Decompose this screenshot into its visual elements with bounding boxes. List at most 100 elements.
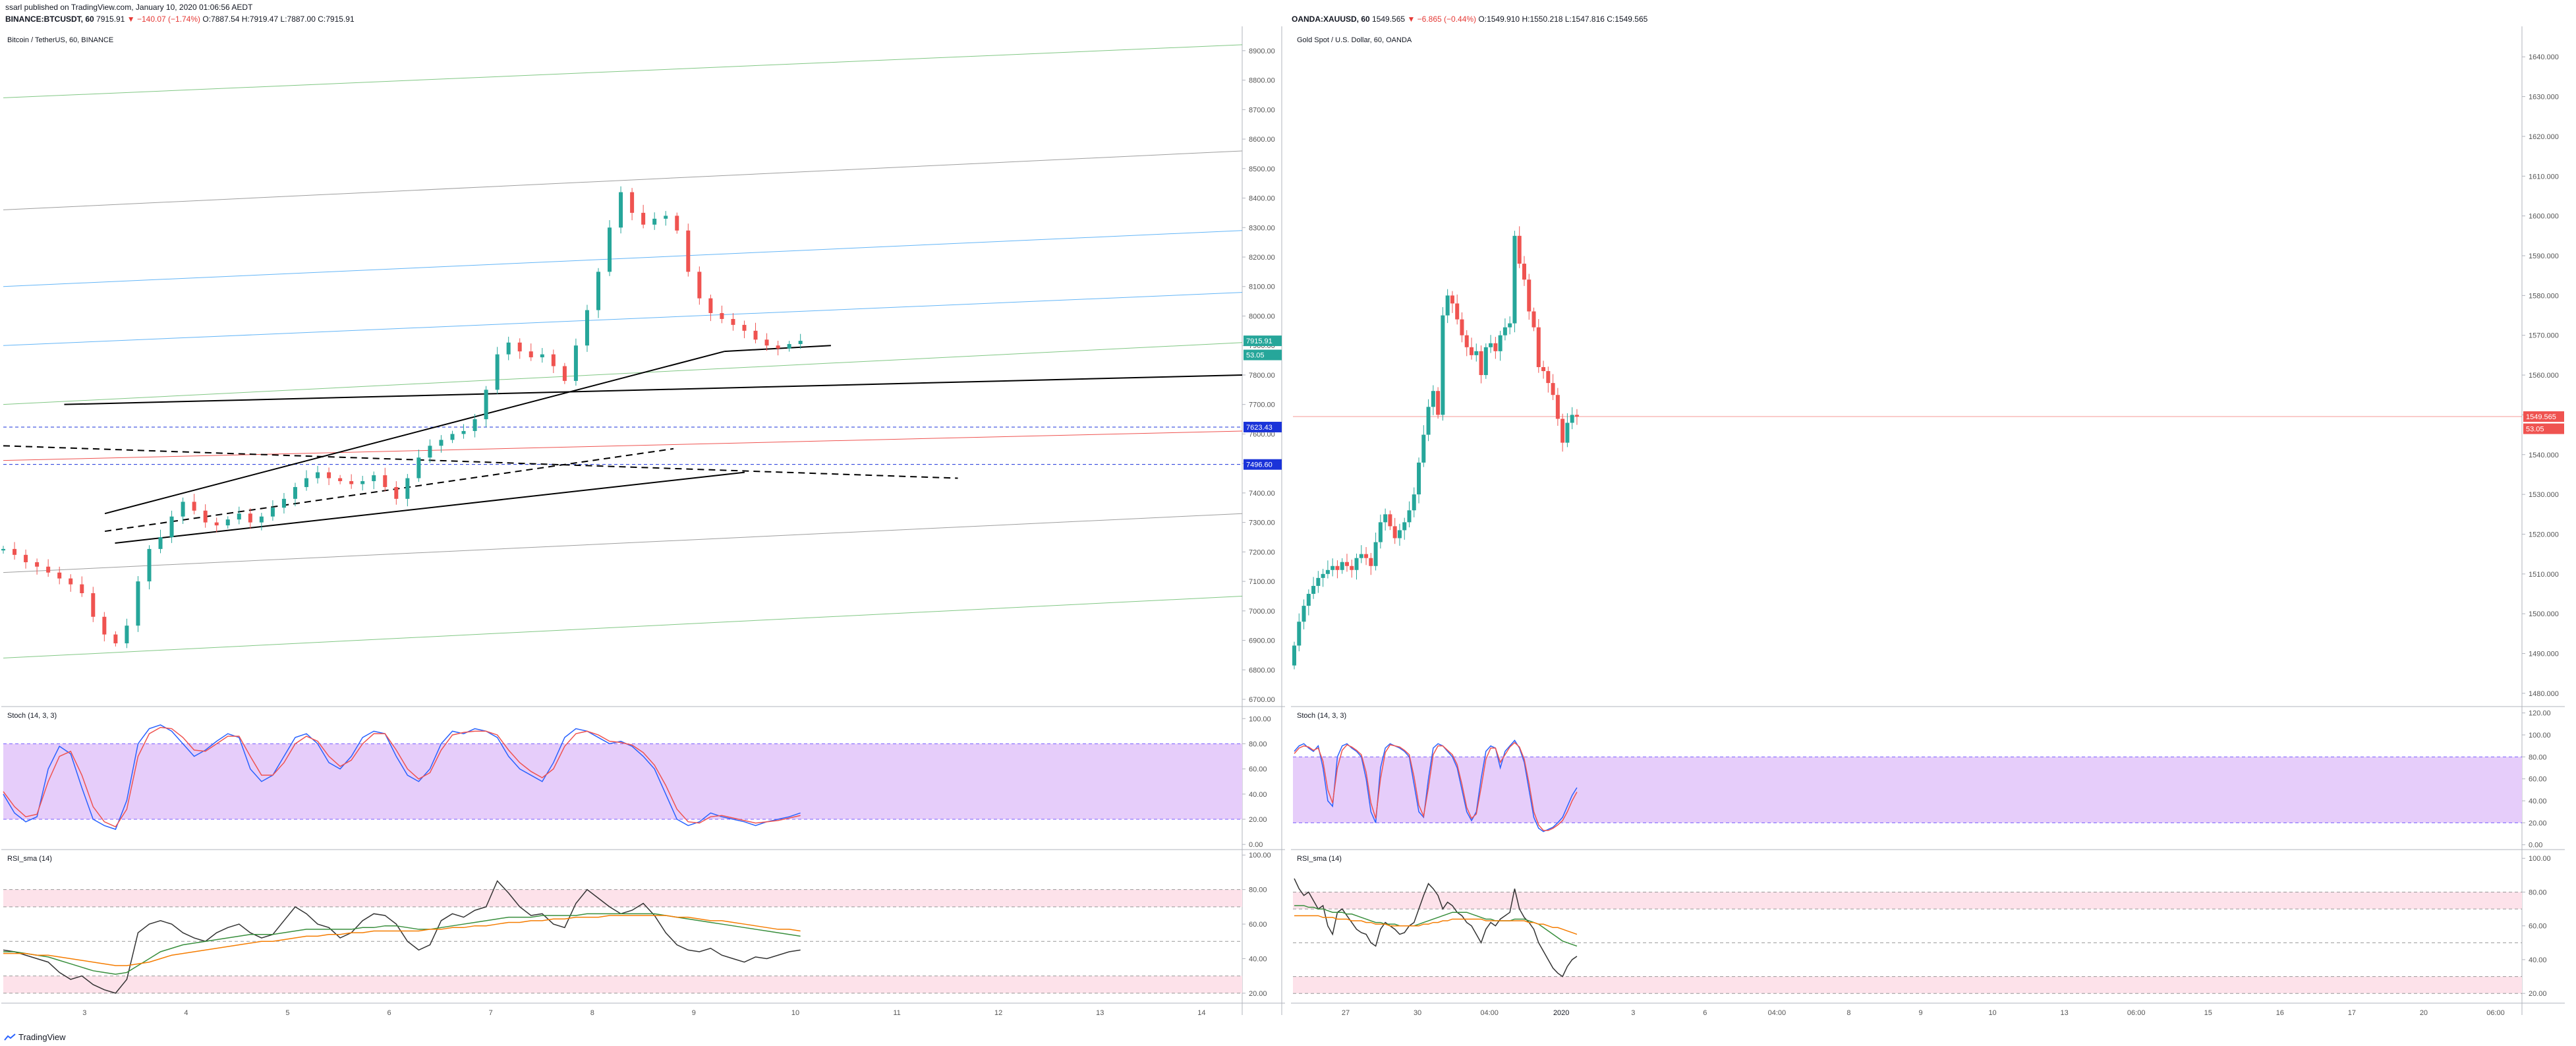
candle-body [1565,422,1570,443]
series-line-sma-slow [1294,915,1578,935]
btc-change: ▼ −140.07 (−1.74%) [127,15,201,24]
series-line--k [3,724,801,830]
gold-change: ▼ −6.865 (−0.44%) [1407,15,1477,24]
gold-low: L:1547.816 [1564,15,1605,24]
candle-body [1460,319,1464,335]
candle-body [192,502,196,511]
channel-line-grey [3,150,1243,210]
candle-body [281,498,286,508]
channel-line-blue [3,292,1243,346]
pane-title: Gold Spot / U.S. Dollar, 60, OANDA [1297,36,1412,44]
y-tick-label: 8700.00 [1249,106,1275,114]
candle-body [1522,264,1526,280]
candle-body [102,616,107,635]
candle-body [450,434,455,440]
x-tick-label: 3 [1631,1009,1635,1017]
candle-body [573,345,578,381]
y-tick-label: 7300.00 [1249,519,1275,527]
btc-low: L:7887.00 [280,15,316,24]
x-tick-label: 04:00 [1480,1009,1499,1017]
candle-body [439,440,444,446]
btc-open: O:7887.54 [202,15,240,24]
rsi-band [3,975,1242,993]
y-tick-label: 7600.00 [1249,430,1275,438]
btc-high: H:7919.47 [241,15,279,24]
candle-body [742,324,747,331]
price-label-bg [1244,459,1282,470]
candle-body [1431,391,1435,407]
y-tick-label: 7000.00 [1249,608,1275,616]
tradingview-brand[interactable]: TradingView [4,1032,66,1042]
candle-body [1373,542,1378,566]
x-tick-label: 17 [2348,1009,2356,1017]
candle-body [248,513,252,523]
candle-body [1436,391,1441,415]
x-tick-label: 20 [2420,1009,2428,1017]
y-tick-label: 60.00 [2529,776,2547,784]
y-tick-label: 8900.00 [1249,47,1275,55]
btc-symbol[interactable]: BINANCE:BTCUSDT, 60 [5,15,94,24]
candle-body [585,310,589,346]
candle-body [158,537,163,549]
price-label-bg [2523,423,2564,434]
candle-body [169,516,174,537]
candle-body [237,513,241,520]
y-tick-label: 8200.00 [1249,254,1275,262]
candle-body [787,343,791,349]
price-label: 53.05 [1246,352,1265,360]
y-tick-label: 40.00 [1249,791,1267,799]
x-tick-label: 2020 [1553,1009,1569,1017]
rsi-band [3,889,1242,907]
candle-body [484,390,488,420]
candle-body [383,475,387,487]
candle-body [1470,347,1474,355]
series-line-sma-slow [3,915,801,966]
candle-body [125,625,129,644]
price-label-bg [1244,349,1282,361]
oscillator-band [1293,757,2522,823]
series-line-sma-fast [1294,905,1578,947]
candle-body [225,519,230,526]
y-tick-label: 1520.000 [2529,531,2559,538]
y-tick-label: 1620.000 [2529,133,2559,141]
candle-body [675,216,679,231]
trend-line-dashed [3,445,958,479]
candle-body [1340,562,1344,570]
series-line-rsi [1294,878,1578,977]
candle-body [461,430,466,434]
candle-body [1297,622,1302,646]
x-tick-label: 13 [1096,1009,1104,1017]
y-tick-label: 80.00 [1249,740,1267,748]
pane-title: Stoch (14, 3, 3) [1297,712,1346,720]
btc-candles [1,186,803,649]
candle-body [1354,558,1359,570]
candle-body [349,481,354,484]
x-tick-label: 7 [489,1009,493,1017]
x-tick-label: 3 [82,1009,86,1017]
candle-body [147,548,152,582]
pane-title: RSI_sma (14) [7,855,52,863]
candle-body [1450,295,1454,304]
y-tick-label: 7400.00 [1249,490,1275,498]
gold-symbol[interactable]: OANDA:XAUUSD, 60 [1292,15,1370,24]
candle-body [1407,510,1412,523]
channel-line-green [3,595,1243,658]
y-tick-label: 7700.00 [1249,401,1275,409]
candle-body [608,227,612,272]
y-tick-label: 6900.00 [1249,637,1275,645]
candle-body [731,318,735,325]
y-tick-label: 0.00 [2529,842,2542,850]
candle-body [394,486,399,499]
candle-body [1570,415,1574,423]
y-tick-label: 20.00 [1249,990,1267,998]
candle-body [13,548,17,555]
channel-line-green [3,44,1243,98]
x-tick-label: 10 [791,1009,799,1017]
x-tick-label: 15 [2204,1009,2212,1017]
candle-body [372,475,376,481]
x-tick-label: 9 [1918,1009,1922,1017]
candle-body [697,272,702,299]
y-tick-label: 60.00 [1249,766,1267,774]
y-tick-label: 60.00 [2529,923,2547,931]
